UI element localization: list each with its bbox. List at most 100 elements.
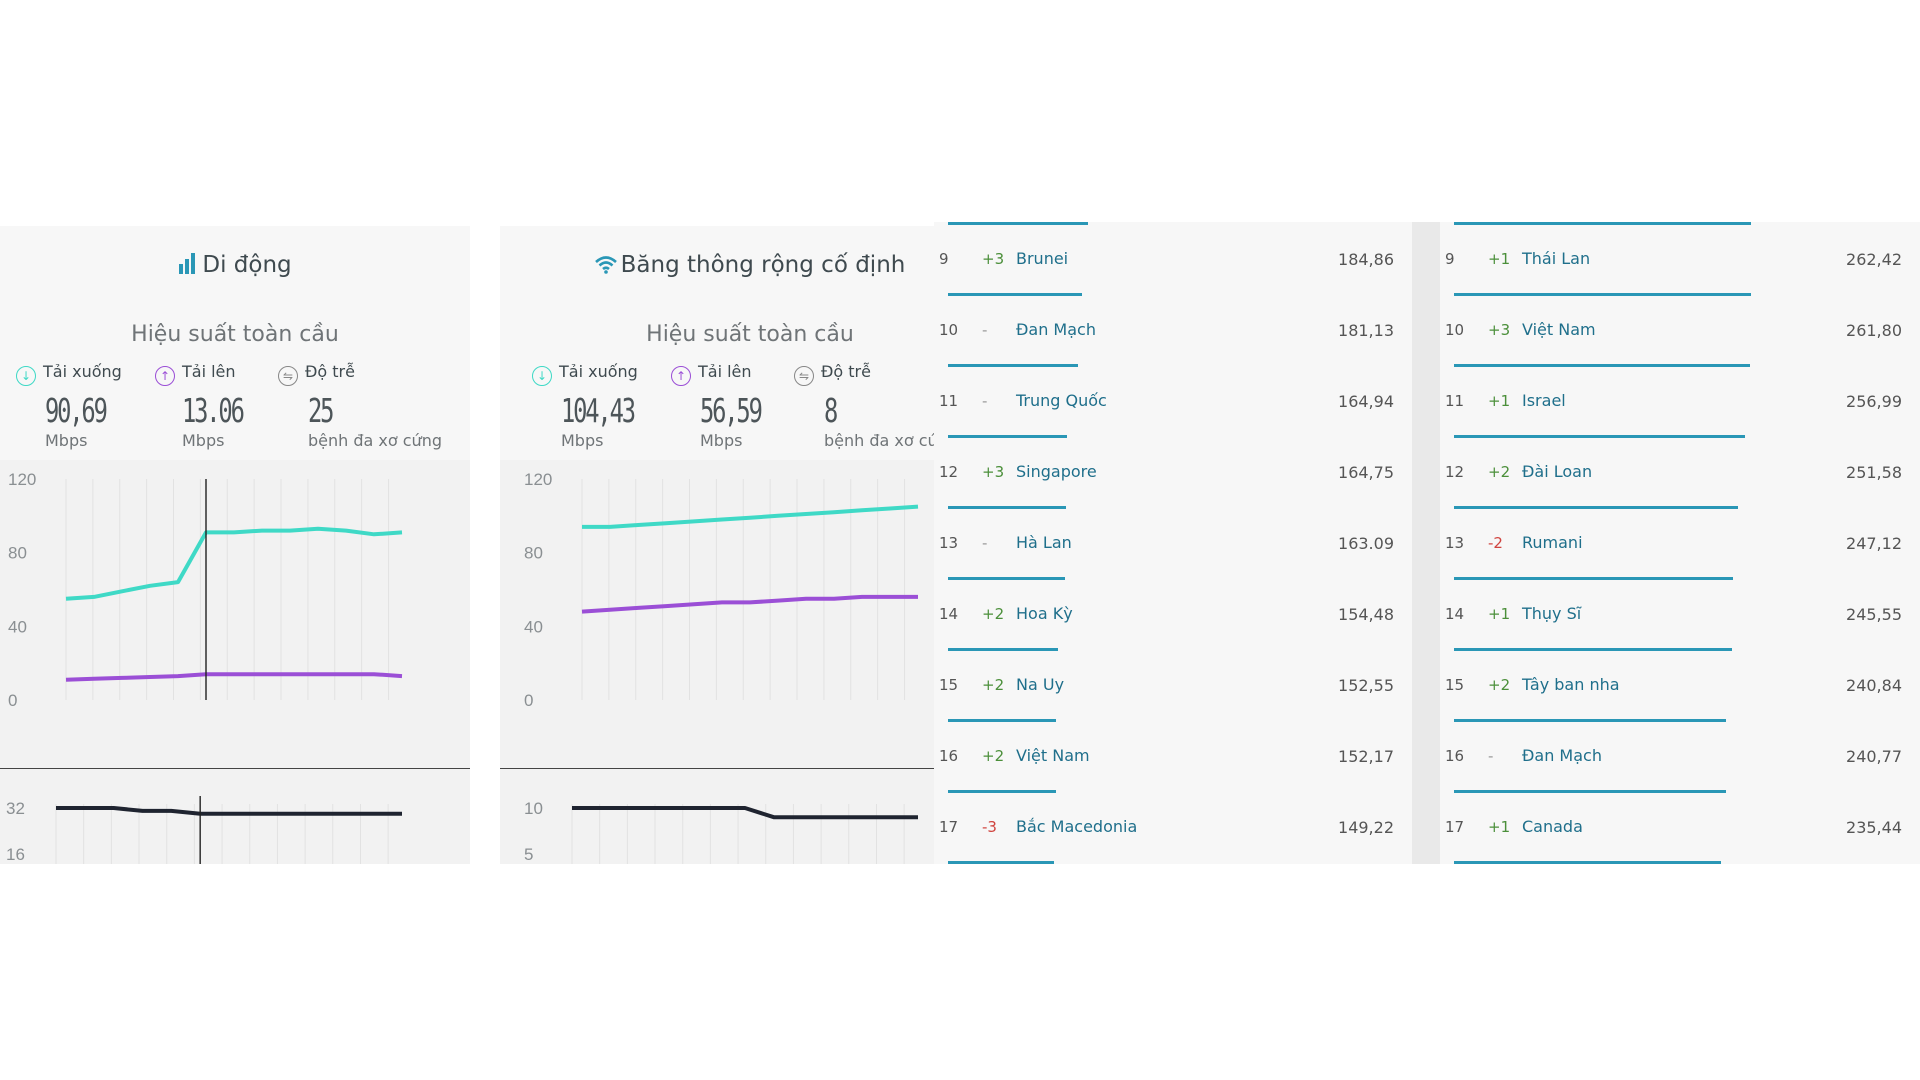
mobile-rankings-list: 9 +3 Brunei 184,86 10 - Đan Mạch 181,13 11 - Trung… [934,222,1412,864]
ranking-row[interactable]: 16 +2 Việt Nam 152,17 [934,721,1412,793]
rank-number: 15 [939,676,959,694]
ranking-row[interactable]: 17 +1 Canada 235,44 [1440,792,1920,864]
rank-bar [1454,293,1751,296]
country-link[interactable]: Brunei [1016,249,1069,268]
ranking-row[interactable]: 14 +2 Hoa Kỳ 154,48 [934,579,1412,651]
speed-value: 247,12 [1846,534,1902,553]
rank-change: +3 [982,463,1005,481]
mobile-latency-label: ⇋ Độ trễ [278,362,355,386]
rank-number: 10 [939,321,959,339]
upload-line[interactable] [581,594,918,614]
country-link[interactable]: Thụy Sĩ [1522,604,1582,623]
speed-value: 149,22 [1338,818,1394,837]
ranking-row[interactable]: 13 -2 Rumani 247,12 [1440,508,1920,580]
mobile-title[interactable]: Di động [202,252,292,278]
country-link[interactable]: Hà Lan [1016,533,1072,552]
country-link[interactable]: Canada [1522,817,1583,836]
country-link[interactable]: Israel [1522,391,1566,410]
country-link[interactable]: Trung Quốc [1016,391,1107,410]
country-link[interactable]: Đài Loan [1522,462,1593,481]
speed-value: 262,42 [1846,250,1902,269]
download-line[interactable] [65,526,403,601]
rank-change: - [1488,747,1494,765]
fixed-download-label: ↓ Tải xuống [532,362,638,386]
rank-number: 12 [939,463,959,481]
list-separator [1412,222,1440,864]
speed-value: 163.09 [1338,534,1394,553]
rank-number: 15 [1445,676,1465,694]
ranking-row[interactable]: 11 - Trung Quốc 164,94 [934,366,1412,438]
fixed-rankings-list: 9 +1 Thái Lan 262,42 10 +3 Việt Nam 261,80 11 +1 I… [1440,222,1920,864]
rank-bar [948,861,1054,864]
country-link[interactable]: Tây ban nha [1522,675,1620,694]
rank-bar [1454,506,1738,509]
ranking-row[interactable]: 9 +3 Brunei 184,86 [934,224,1412,296]
speed-value: 164,94 [1338,392,1394,411]
country-link[interactable]: Rumani [1522,533,1583,552]
rank-change: +1 [1488,250,1511,268]
ranking-row[interactable]: 9 +1 Thái Lan 262,42 [1440,224,1920,296]
rank-change: -2 [1488,534,1503,552]
y-tick-label: 16 [6,845,25,864]
fixed-title[interactable]: Băng thông rộng cố định [620,252,906,278]
rank-bar [1454,719,1726,722]
mobile-latency-unit: bệnh đa xơ cứng [308,431,442,450]
speed-value: 184,86 [1338,250,1394,269]
ranking-row[interactable]: 15 +2 Tây ban nha 240,84 [1440,650,1920,722]
fixed-latency-label: ⇋ Độ trễ [794,362,871,386]
mobile-perf-title: Hiệu suất toàn cầu [131,322,339,347]
mobile-upload-label: ↑ Tải lên [155,362,236,386]
chart-divider [0,768,470,769]
y-tick-label: 40 [8,617,27,636]
fixed-latency-chart[interactable]: 10 5 [500,774,934,864]
speed-value: 164,75 [1338,463,1394,482]
mobile-latency-chart[interactable]: 32 16 [0,774,470,864]
speed-value: 251,58 [1846,463,1902,482]
ranking-row[interactable]: 13 - Hà Lan 163.09 [934,508,1412,580]
country-link[interactable]: Thái Lan [1522,249,1591,268]
ranking-row[interactable]: 17 -3 Bắc Macedonia 149,22 [934,792,1412,864]
mobile-speed-chart[interactable]: 120 80 40 0 [0,466,470,756]
rank-change: +2 [982,747,1005,765]
y-tick-label: 40 [524,617,543,636]
rank-bar [1454,222,1751,225]
ranking-row[interactable]: 12 +2 Đài Loan 251,58 [1440,437,1920,509]
speed-value: 154,48 [1338,605,1394,624]
ranking-row[interactable]: 12 +3 Singapore 164,75 [934,437,1412,509]
speed-value: 152,55 [1338,676,1394,695]
fixed-panel-header: Băng thông rộng cố định Hiệu suất toàn c… [500,226,934,460]
country-link[interactable]: Bắc Macedonia [1016,817,1138,836]
speed-value: 152,17 [1338,747,1394,766]
fixed-download-value: 104,43 [561,391,636,430]
ranking-row[interactable]: 14 +1 Thụy Sĩ 245,55 [1440,579,1920,651]
latency-line[interactable] [56,806,402,816]
y-tick-label: 80 [8,544,27,563]
fixed-speed-chart[interactable]: 120 80 40 0 [500,466,934,756]
country-link[interactable]: Na Uy [1016,675,1065,694]
mobile-download-label: ↓ Tải xuống [16,362,122,386]
ranking-row[interactable]: 10 +3 Việt Nam 261,80 [1440,295,1920,367]
ranking-row[interactable]: 11 +1 Israel 256,99 [1440,366,1920,438]
country-link[interactable]: Đan Mạch [1016,320,1096,339]
speed-value: 245,55 [1846,605,1902,624]
chart-divider [500,768,934,769]
ranking-row[interactable]: 10 - Đan Mạch 181,13 [934,295,1412,367]
ranking-row[interactable]: 15 +2 Na Uy 152,55 [934,650,1412,722]
rank-change: -3 [982,818,997,836]
country-link[interactable]: Việt Nam [1016,746,1090,765]
rank-number: 9 [939,250,949,268]
ranking-row[interactable]: 16 - Đan Mạch 240,77 [1440,721,1920,793]
rank-bar [1454,577,1733,580]
rank-number: 16 [1445,747,1465,765]
rank-number: 14 [1445,605,1465,623]
rank-change: +2 [1488,676,1511,694]
upload-line[interactable] [65,672,403,682]
download-line[interactable] [582,504,919,529]
fixed-upload-unit: Mbps [700,431,743,450]
country-link[interactable]: Đan Mạch [1522,746,1602,765]
country-link[interactable]: Việt Nam [1522,320,1596,339]
country-link[interactable]: Singapore [1016,462,1097,481]
country-link[interactable]: Hoa Kỳ [1016,604,1073,623]
latency-line[interactable] [572,806,918,820]
mobile-download-unit: Mbps [45,431,88,450]
